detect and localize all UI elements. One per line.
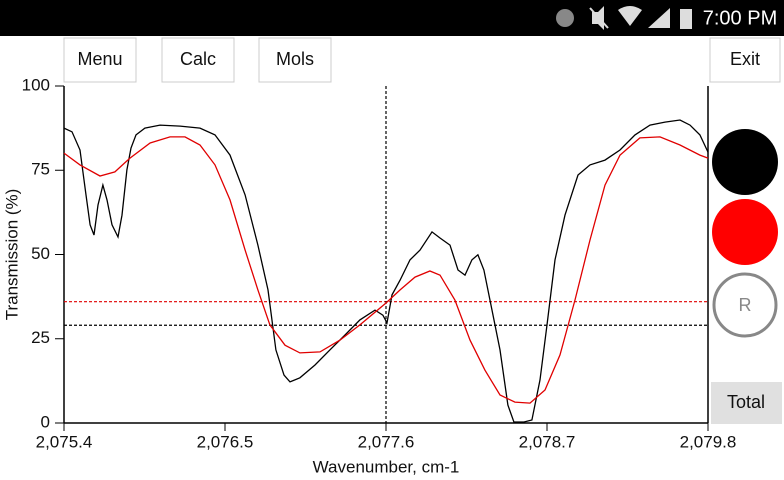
bluetooth-icon: [556, 9, 574, 27]
menu-button[interactable]: [63, 37, 137, 83]
mols-button[interactable]: [258, 37, 332, 83]
x-axis-label: Wavenumber, cm-1: [313, 457, 460, 476]
x-tick-label: 2,079.8: [680, 432, 737, 451]
x-tick-label: 2,077.6: [358, 432, 415, 451]
exit-button[interactable]: [709, 37, 781, 83]
status-bar: [0, 0, 784, 36]
y-tick-label: 50: [31, 244, 50, 263]
mols-label: Mols: [276, 49, 314, 69]
black-trace-toggle[interactable]: [712, 129, 778, 195]
y-tick-label: 75: [31, 160, 50, 179]
y-tick-label: 0: [41, 412, 50, 431]
series-line: [63, 136, 709, 404]
red-trace-toggle[interactable]: [712, 199, 778, 265]
battery-icon: [680, 9, 692, 29]
y-tick-label: 100: [22, 75, 50, 94]
y-tick-label: 25: [31, 328, 50, 347]
exit-label: Exit: [730, 49, 760, 69]
mute-slash: [589, 7, 609, 29]
menu-label: Menu: [77, 49, 122, 69]
plot: 0 25 50 75 100 2,075.4 2,076.5 2,077.6 2,078.7 2,…: [2, 75, 736, 476]
total-label: Total: [727, 392, 765, 412]
x-tick-label: 2,076.5: [197, 432, 254, 451]
x-tick-label: 2,075.4: [36, 432, 93, 451]
series-line: [63, 119, 709, 423]
calc-button[interactable]: [161, 37, 235, 83]
total-button[interactable]: [711, 382, 782, 424]
calc-label: Calc: [180, 49, 216, 69]
r-button[interactable]: [712, 272, 778, 338]
x-tick-label: 2,078.7: [519, 432, 576, 451]
clock: 7:00 PM: [703, 7, 777, 29]
y-axis-label: Transmission (%): [2, 189, 21, 321]
r-label: R: [739, 295, 752, 315]
wifi-icon: [618, 6, 642, 26]
signal-icon: [648, 8, 670, 28]
